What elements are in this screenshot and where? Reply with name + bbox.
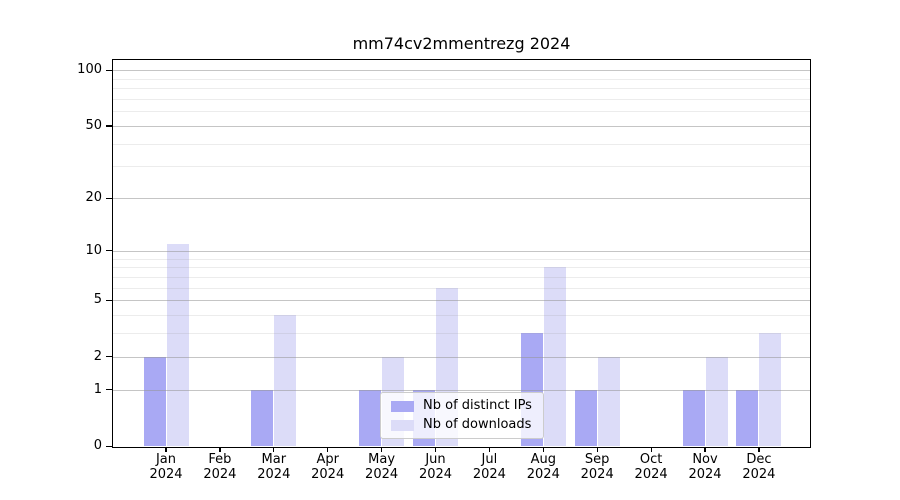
bar-distinct-ips-mar: [251, 389, 274, 446]
minor-gridline-3: [113, 333, 810, 335]
x-tick-aug: [542, 447, 544, 452]
minor-gridline-9: [113, 258, 810, 260]
x-tick-label-aug: Aug 2024: [526, 452, 560, 482]
x-tick-label-jul: Jul 2024: [472, 452, 506, 482]
y-tick-label-10: 10: [85, 242, 102, 258]
y-tick-label-100: 100: [77, 62, 102, 78]
gridline-100: [113, 70, 810, 72]
minor-gridline-6: [113, 287, 810, 289]
x-tick-label-jan: Jan 2024: [149, 452, 183, 482]
x-tick-label-feb: Feb 2024: [203, 452, 237, 482]
minor-gridline-90: [113, 78, 810, 80]
x-tick-label-sep: Sep 2024: [580, 452, 614, 482]
gridline-20: [113, 198, 810, 200]
legend-swatch-downloads: [391, 419, 414, 431]
gridline-50: [113, 125, 810, 127]
chart-title: mm74cv2mmentrezg 2024: [352, 34, 571, 53]
x-tick-label-nov: Nov 2024: [688, 452, 722, 482]
x-tick-dec: [758, 447, 760, 452]
bar-distinct-ips-dec: [736, 389, 759, 446]
y-tick-2: [106, 356, 113, 358]
legend-label-downloads: Nb of downloads: [423, 417, 532, 432]
y-tick-10: [106, 250, 113, 252]
bar-distinct-ips-may: [359, 389, 382, 446]
x-tick-mar: [273, 447, 275, 452]
legend-label-distinct-ips: Nb of distinct IPs: [423, 398, 532, 413]
minor-gridline-8: [113, 267, 810, 269]
gridline-1: [113, 389, 810, 391]
gridline-5: [113, 300, 810, 302]
gridline-2: [113, 356, 810, 358]
legend: Nb of distinct IPs Nb of downloads: [380, 392, 544, 439]
minor-gridline-40: [113, 143, 810, 145]
minor-gridline-70: [113, 98, 810, 100]
bar-downloads-dec: [759, 333, 782, 446]
minor-gridline-30: [113, 166, 810, 168]
x-tick-feb: [219, 447, 221, 452]
y-tick-0: [106, 445, 113, 447]
x-tick-label-apr: Apr 2024: [311, 452, 345, 482]
x-tick-label-jun: Jun 2024: [418, 452, 453, 482]
minor-gridline-7: [113, 276, 810, 278]
y-tick-label-1: 1: [93, 381, 102, 397]
x-tick-jan: [165, 447, 167, 452]
x-tick-nov: [704, 447, 706, 452]
x-tick-may: [381, 447, 383, 452]
x-tick-label-may: May 2024: [365, 452, 399, 482]
bar-distinct-ips-sep: [574, 389, 597, 446]
bar-downloads-nov: [705, 356, 728, 446]
x-tick-label-dec: Dec 2024: [742, 452, 776, 482]
y-tick-100: [106, 69, 113, 71]
bar-downloads-mar: [274, 314, 297, 446]
bar-distinct-ips-jan: [143, 356, 166, 446]
y-tick-label-20: 20: [85, 190, 102, 206]
legend-item-distinct-ips: Nb of distinct IPs: [391, 398, 532, 414]
y-tick-20: [106, 197, 113, 199]
y-tick-label-50: 50: [85, 117, 102, 133]
y-tick-label-2: 2: [93, 348, 102, 364]
x-tick-jul: [488, 447, 491, 452]
y-tick-5: [106, 299, 113, 301]
bar-downloads-sep: [597, 356, 620, 446]
minor-gridline-60: [113, 111, 810, 113]
y-tick-label-5: 5: [93, 292, 102, 308]
x-tick-apr: [327, 447, 329, 452]
x-tick-label-mar: Mar 2024: [257, 452, 291, 482]
minor-gridline-4: [113, 314, 810, 316]
y-tick-label-0: 0: [93, 438, 102, 453]
x-tick-jun: [434, 447, 437, 452]
legend-item-downloads: Nb of downloads: [391, 417, 532, 433]
x-tick-sep: [596, 447, 598, 452]
y-tick-50: [106, 125, 113, 127]
bar-distinct-ips-nov: [682, 389, 705, 446]
gridline-10: [113, 250, 810, 252]
y-tick-1: [106, 389, 113, 391]
x-tick-oct: [650, 447, 652, 452]
x-tick-label-oct: Oct 2024: [634, 452, 668, 482]
legend-swatch-distinct-ips: [391, 400, 414, 412]
minor-gridline-80: [113, 88, 810, 90]
bar-downloads-jan: [166, 243, 189, 446]
